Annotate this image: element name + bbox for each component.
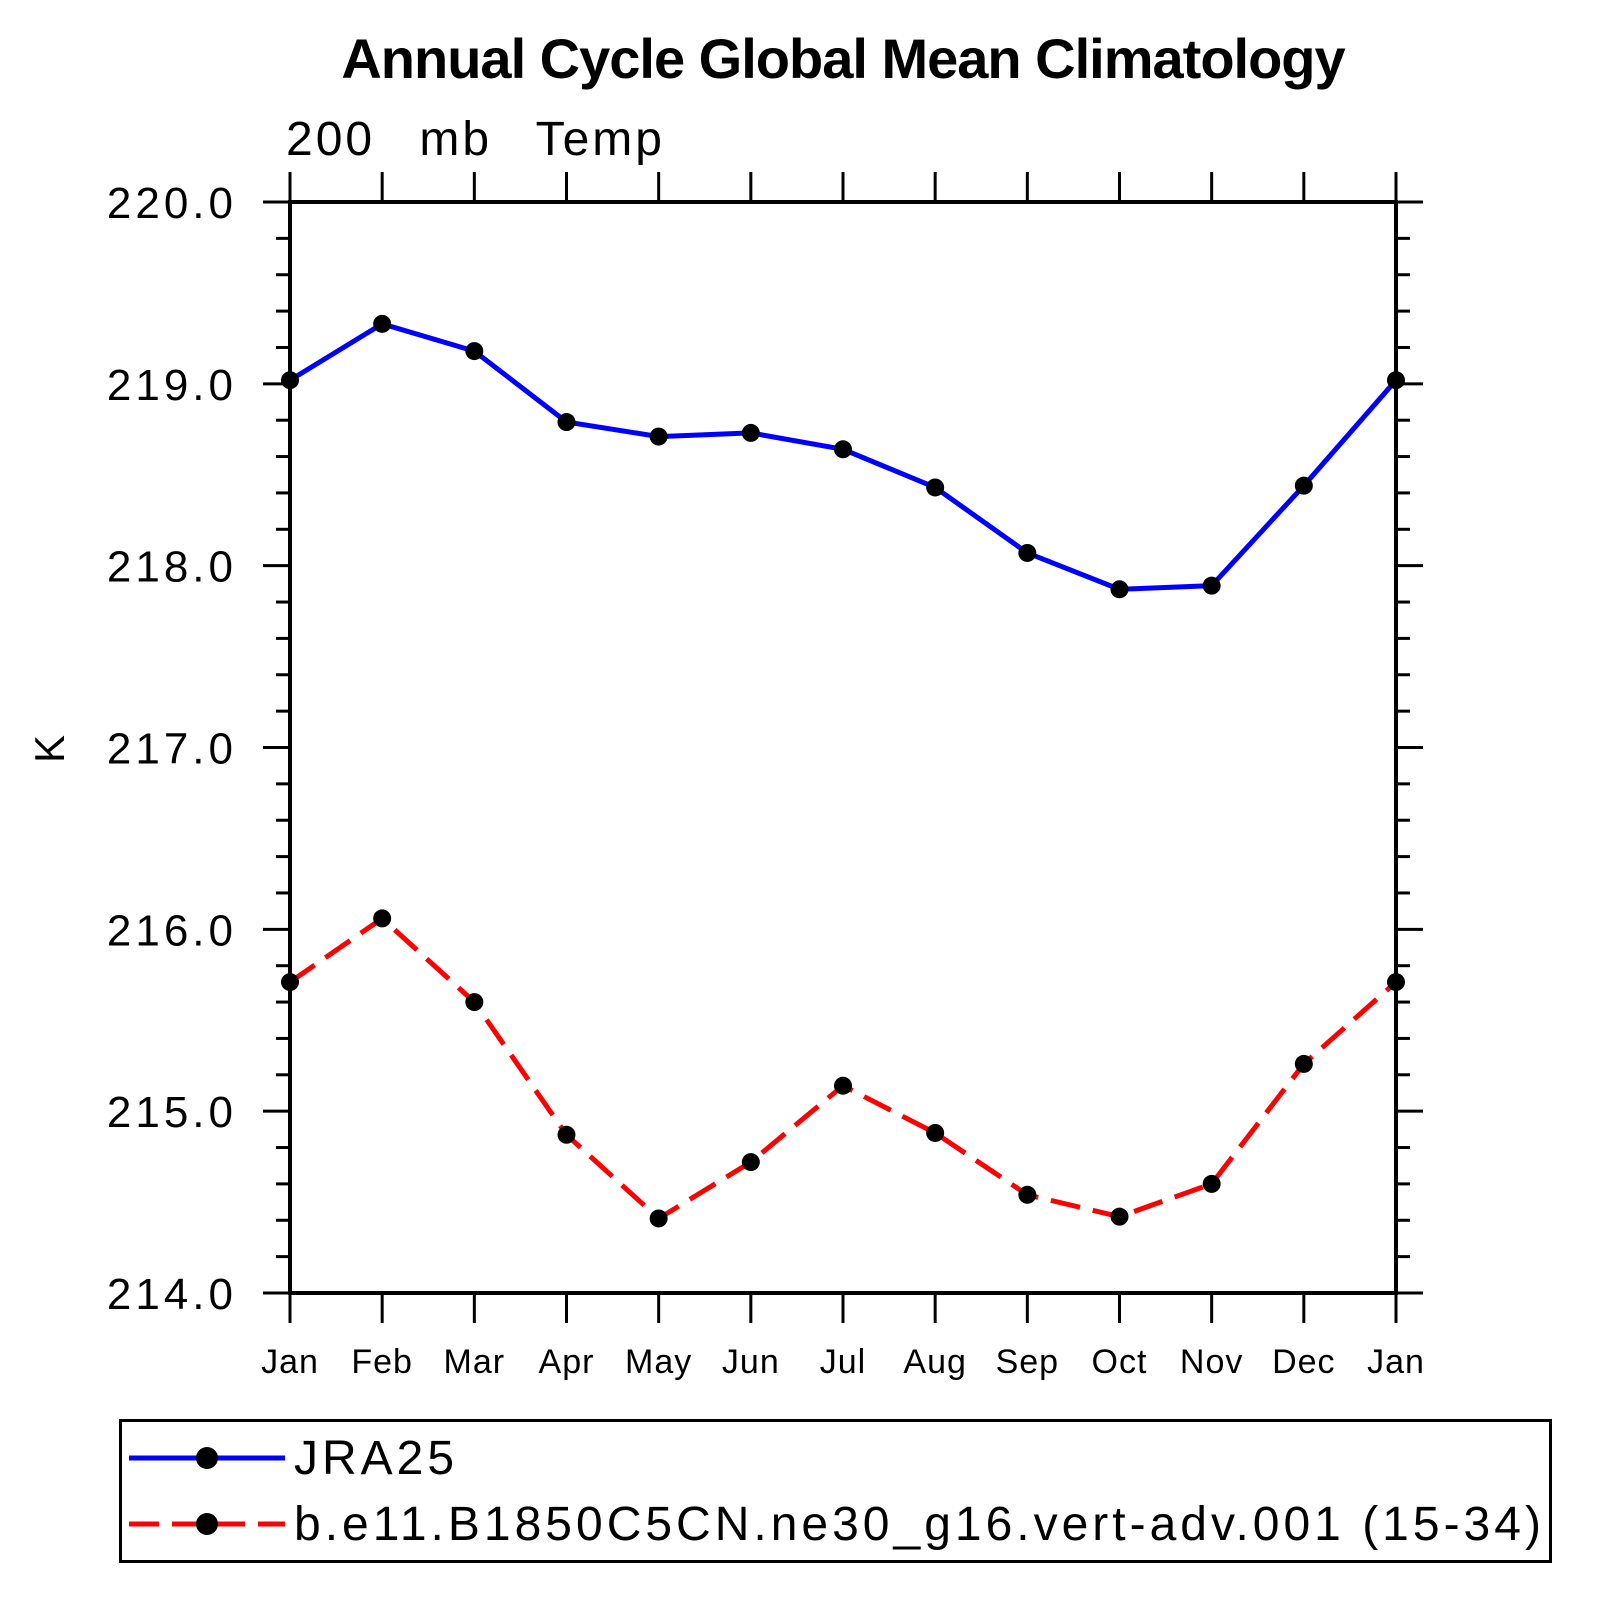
plot-frame [288, 200, 1398, 1295]
y-tick-label: 217.0 [107, 725, 237, 774]
data-point-marker [1387, 371, 1405, 390]
x-tick-label: Jan [1367, 1343, 1425, 1381]
legend-item-jra25: JRA25 [122, 1429, 1549, 1487]
x-tick-label: Feb [351, 1343, 413, 1381]
data-point-marker [741, 1153, 760, 1172]
legend-item-model: b.e11.B1850C5CN.ne30_g16.vert-adv.001 (1… [122, 1495, 1549, 1553]
data-point-marker [1387, 973, 1405, 992]
y-tick-label: 218.0 [107, 543, 237, 592]
x-tick-label: Nov [1180, 1343, 1243, 1381]
data-point-marker [926, 1123, 945, 1142]
y-tick-label: 216.0 [107, 906, 237, 955]
x-tick-label: Mar [444, 1343, 506, 1381]
data-point-marker [1018, 1185, 1037, 1204]
data-point-marker [373, 909, 392, 928]
data-point-marker [281, 973, 299, 992]
data-point-marker [834, 440, 852, 459]
data-point-marker [649, 427, 668, 446]
y-tick-label: 215.0 [107, 1088, 237, 1137]
data-point-marker [465, 342, 484, 361]
x-tick-label: Oct [1092, 1343, 1148, 1381]
axis-tick-labels: Jan Feb Mar Apr May Jun Jul Aug Sep Oct Nov Dec Jan 2… [107, 179, 1425, 1381]
x-tick-label: Aug [903, 1343, 967, 1381]
legend-label-jra25: JRA25 [294, 1431, 459, 1485]
data-point-marker [281, 371, 299, 390]
y-tick-label: 219.0 [107, 361, 237, 410]
data-point-marker [1294, 476, 1313, 495]
data-point-marker [1202, 1174, 1221, 1193]
data-point-marker [1110, 580, 1129, 599]
legend: JRA25 b.e11.B1850C5CN.ne30_g16.vert-adv.… [119, 1419, 1552, 1563]
chart-title: Annual Cycle Global Mean Climatology [341, 27, 1345, 90]
x-tick-label: Apr [539, 1343, 595, 1381]
data-point-marker [926, 478, 945, 497]
data-point-marker [557, 413, 576, 432]
data-point-marker [1018, 543, 1037, 562]
y-tick-label: 220.0 [107, 179, 237, 228]
data-point-marker [834, 1076, 852, 1095]
y-tick-label: 214.0 [107, 1270, 237, 1319]
x-tick-label: May [625, 1343, 692, 1381]
axes [263, 172, 1423, 1323]
legend-marker-dot-icon [196, 1513, 218, 1535]
legend-marker-dot-icon [196, 1447, 218, 1469]
data-point-marker [1294, 1054, 1313, 1073]
x-tick-label: Jun [722, 1343, 780, 1381]
data-point-marker [1202, 576, 1221, 595]
series-line-1 [288, 915, 1398, 1222]
data-point-marker [557, 1125, 576, 1144]
x-tick-label: Sep [996, 1343, 1060, 1381]
x-tick-label: Jan [261, 1343, 319, 1381]
data-point-marker [741, 423, 760, 442]
legend-solid-line-sample [129, 1447, 285, 1469]
chart-subtitle: 200 mb Temp [286, 113, 665, 166]
legend-dashed-line-sample [129, 1513, 285, 1535]
legend-label-model: b.e11.B1850C5CN.ne30_g16.vert-adv.001 (1… [294, 1497, 1545, 1551]
data-point-marker [465, 993, 484, 1012]
data-point-marker [649, 1209, 668, 1228]
y-axis-title: K [26, 733, 73, 763]
x-tick-label: Dec [1272, 1343, 1335, 1381]
data-point-marker [1110, 1207, 1129, 1226]
data-point-marker [373, 314, 392, 333]
x-tick-label: Jul [820, 1343, 866, 1381]
